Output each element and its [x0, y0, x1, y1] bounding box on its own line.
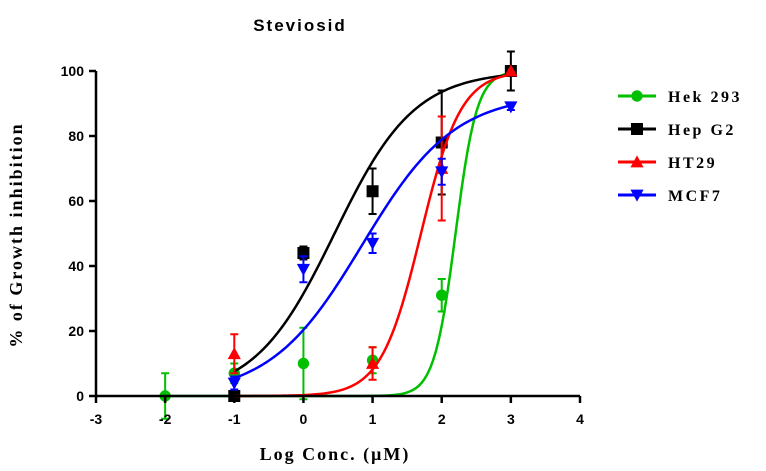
y-tick-label: 0	[76, 388, 84, 404]
legend-marker	[631, 90, 643, 102]
data-point	[297, 357, 310, 370]
legend-label: HT29	[668, 155, 717, 172]
legend-item-hep-g2: Hep G2	[618, 122, 736, 139]
y-tick-label: 40	[68, 258, 84, 274]
y-tick-label: 100	[61, 63, 85, 79]
x-tick-label: 1	[369, 411, 377, 427]
legend-label: Hep G2	[668, 122, 736, 139]
legend-label: MCF7	[668, 188, 722, 205]
y-tick-label: 80	[68, 128, 84, 144]
data-point	[365, 356, 380, 369]
data-point	[436, 289, 448, 301]
data-point	[227, 377, 241, 390]
fit-curve-hep-g2	[233, 73, 511, 373]
series-mcf7	[227, 101, 518, 391]
series-hek-293	[159, 65, 517, 420]
y-tick-label: 60	[68, 193, 84, 209]
x-tick-label: -3	[90, 411, 103, 427]
legend-item-hek-293: Hek 293	[618, 89, 742, 106]
x-tick-label: 2	[438, 411, 446, 427]
legend: Hek 293 Hep G2 HT29 MCF7	[618, 89, 742, 205]
x-tick-label: 3	[507, 411, 515, 427]
x-axis-ticks: -3 -2 -1 0 1 2 3 4	[90, 396, 584, 427]
y-axis-ticks: 0 20 40 60 80 100	[61, 63, 96, 404]
x-tick-label: -2	[159, 411, 172, 427]
legend-item-ht29: HT29	[618, 155, 717, 172]
data-point	[366, 185, 379, 198]
data-point	[504, 101, 518, 114]
plot-area	[159, 50, 518, 420]
data-point	[296, 263, 311, 276]
fit-curve-hek-293	[165, 71, 512, 398]
legend-marker	[630, 155, 644, 168]
data-point	[504, 64, 518, 77]
data-point	[227, 347, 241, 360]
x-tick-label: -1	[228, 411, 241, 427]
x-tick-label: 4	[576, 411, 584, 427]
data-point	[435, 166, 449, 179]
legend-label: Hek 293	[668, 89, 742, 106]
legend-marker	[630, 189, 644, 202]
y-axis-label: % of Growth inhibition	[6, 122, 26, 347]
x-tick-label: 0	[300, 411, 308, 427]
data-point	[365, 237, 380, 250]
chart-title: Steviosid	[253, 16, 347, 35]
fit-curve-mcf7	[233, 104, 512, 380]
legend-marker	[631, 123, 643, 135]
x-axis-label: Log Conc. (µM)	[260, 444, 411, 465]
y-tick-label: 20	[68, 323, 84, 339]
legend-item-mcf7: MCF7	[618, 188, 722, 205]
